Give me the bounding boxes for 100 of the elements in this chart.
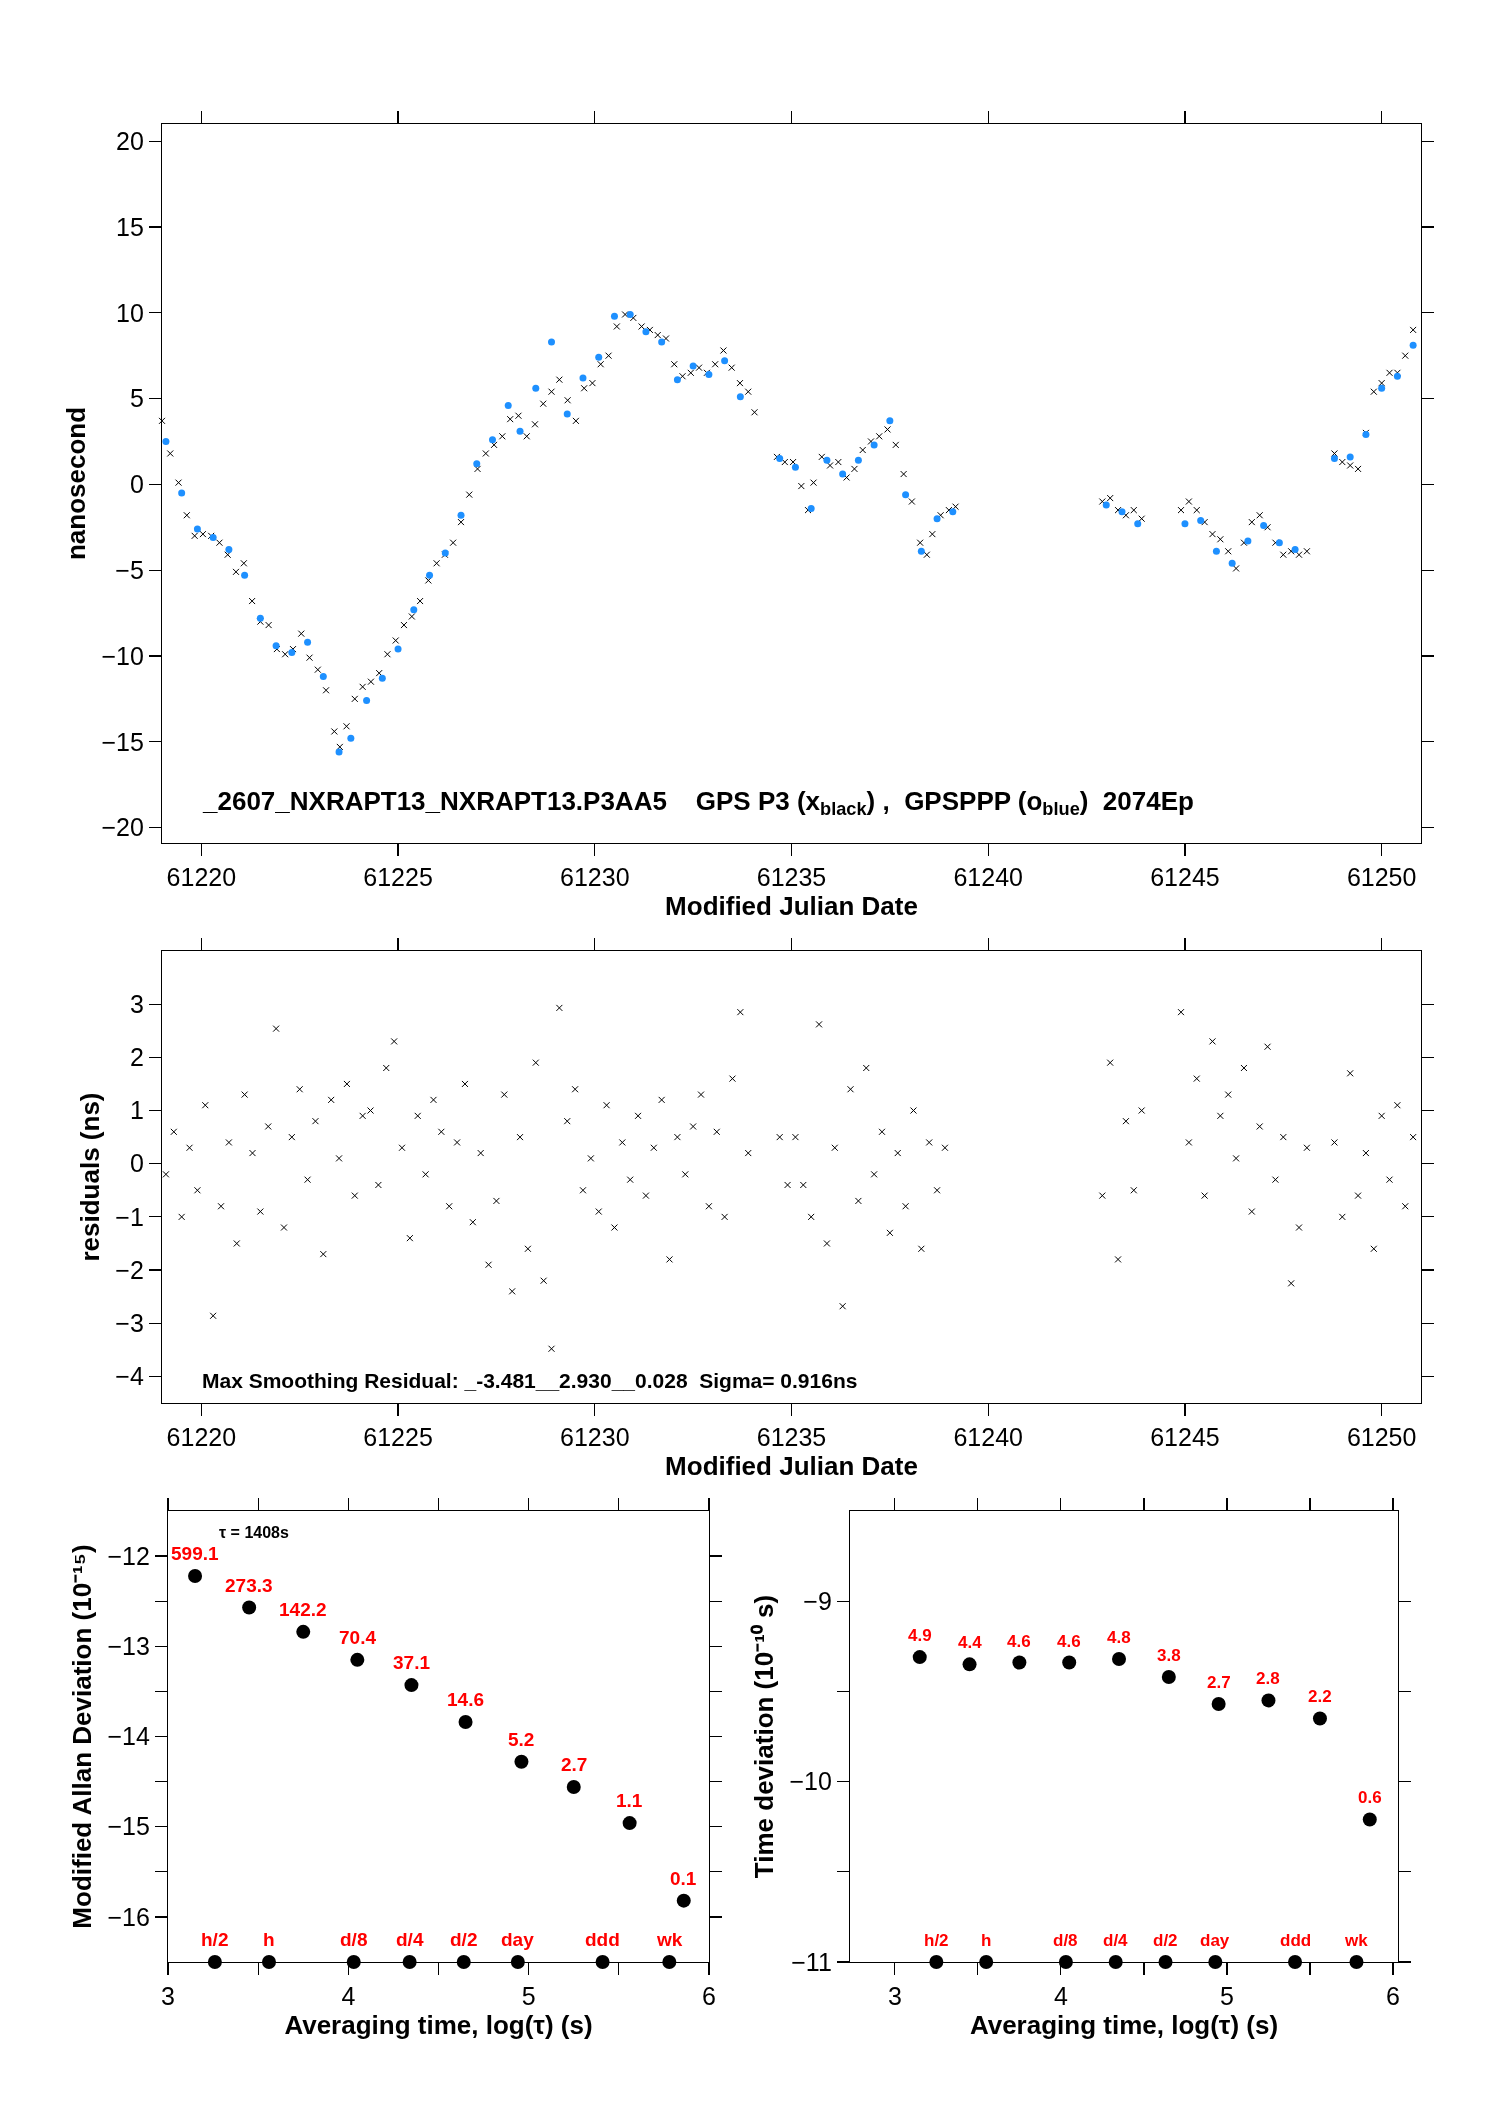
x-tick-label: 61220 [166, 863, 237, 892]
annotation: h/2 [201, 1929, 229, 1950]
point [929, 1955, 944, 1969]
x-tick-label: 61250 [1346, 863, 1417, 892]
x-tick-label: 61245 [1150, 863, 1220, 892]
x-tick-label: 61230 [560, 1423, 630, 1452]
y-tick-label: −9 [803, 1586, 832, 1615]
annotation: 4.9 [908, 1626, 932, 1645]
annotation: wk [1344, 1931, 1369, 1950]
point [662, 1955, 677, 1969]
point [404, 1678, 419, 1693]
y-tick-label: −10 [789, 1767, 832, 1796]
y-tick-label: −11 [791, 1947, 832, 1976]
y-tick-label: −13 [107, 1632, 150, 1661]
annotation: 5.2 [508, 1729, 535, 1750]
annotation: 4.4 [958, 1633, 983, 1652]
y-axis-title: residuals (ns) [74, 1092, 105, 1262]
annotation: 2.8 [1256, 1669, 1280, 1688]
x-tick-label: 61235 [756, 863, 827, 892]
annotation: d/8 [1053, 1931, 1078, 1950]
x-tick-label: 5 [521, 1982, 536, 2011]
point [350, 1652, 365, 1667]
y-tick-label: −14 [107, 1722, 150, 1751]
y-tick-label: 15 [115, 212, 144, 241]
point [676, 1893, 691, 1908]
y-tick-label: 0 [129, 1149, 144, 1178]
x-tick-label: 61225 [363, 1423, 433, 1452]
x-axis-title: Modified Julian Date [665, 1451, 918, 1482]
point [456, 1955, 471, 1969]
y-tick-label: −20 [101, 813, 144, 842]
annotation: Max Smoothing Residual: _-3.481__2.930__0.028 Sigma= 0.916ns [202, 1369, 858, 1392]
x-axis-title: Averaging time, log(τ) (s) [284, 2010, 593, 2041]
annotation: h [981, 1931, 992, 1950]
y-tick-label: 5 [129, 384, 144, 413]
y-tick-label: −4 [115, 1362, 144, 1391]
point [1261, 1693, 1276, 1708]
annotation: 4.6 [1007, 1632, 1031, 1651]
annotation: 599.1 [171, 1543, 219, 1564]
x-tick-label: 6 [1386, 1982, 1400, 2011]
point [912, 1650, 927, 1665]
annotation: d/2 [450, 1929, 478, 1950]
y-tick-label: −16 [107, 1902, 150, 1931]
x-tick-label: 61225 [363, 863, 433, 892]
annotation: _2607_NXRAPT13_NXRAPT13.P3AA5 GPS P3 (x$_{black}$) , GPSPPP (o$_{blue}$) 2074Ep [202, 786, 1194, 820]
point [402, 1955, 417, 1969]
annotation: 37.1 [393, 1652, 431, 1673]
point [1112, 1651, 1127, 1666]
y-tick-label: 2 [129, 1043, 144, 1072]
y-tick-label: 1 [129, 1096, 144, 1125]
x-axis-title: Averaging time, log(τ) (s) [969, 2010, 1279, 2041]
point [566, 1780, 581, 1794]
point [296, 1624, 311, 1639]
annotation: wk [656, 1929, 683, 1950]
point [1312, 1711, 1327, 1726]
point [979, 1955, 994, 1969]
annotation: d/8 [340, 1929, 368, 1950]
point [207, 1955, 222, 1969]
annotation: 2.2 [1308, 1687, 1332, 1706]
annotation: 0.1 [670, 1868, 697, 1889]
point [188, 1568, 203, 1583]
point [1208, 1955, 1223, 1969]
annotation: 3.8 [1157, 1646, 1181, 1665]
annotation: 14.6 [447, 1689, 484, 1710]
y-tick-label: −10 [101, 641, 144, 670]
annotation: 4.8 [1107, 1628, 1131, 1647]
point [595, 1955, 610, 1969]
annotation: 70.4 [339, 1627, 377, 1648]
y-tick-label: −3 [115, 1308, 144, 1337]
annotation: d/4 [1103, 1931, 1129, 1950]
x-tick-label: 61235 [756, 1423, 827, 1452]
x-tick-label: 61250 [1346, 1423, 1417, 1452]
y-axis-title: Time deviation (10⁻¹⁰ s) [748, 1594, 779, 1879]
y-tick-label: −1 [115, 1202, 144, 1231]
annotation: day [1200, 1931, 1230, 1950]
y-tick-label: −15 [101, 727, 144, 756]
x-tick-label: 3 [887, 1982, 902, 2011]
y-tick-label: 3 [129, 989, 144, 1018]
point [1288, 1955, 1303, 1969]
point [1012, 1655, 1027, 1670]
point [242, 1600, 257, 1615]
point [514, 1754, 529, 1769]
point [1062, 1655, 1077, 1670]
point [1161, 1669, 1176, 1684]
annotation: τ = 1408s [219, 1524, 289, 1541]
x-axis-title: Modified Julian Date [665, 891, 918, 922]
x-tick-label: 61220 [166, 1423, 237, 1452]
y-tick-label: 0 [129, 470, 144, 499]
annotation: 2.7 [561, 1754, 588, 1775]
y-tick-label: −2 [115, 1255, 144, 1284]
annotation: 4.6 [1057, 1632, 1081, 1651]
point [1362, 1812, 1377, 1827]
x-tick-label: 5 [1220, 1982, 1234, 2011]
x-tick-label: 4 [341, 1982, 356, 2011]
x-tick-label: 61240 [953, 1423, 1023, 1452]
point [510, 1955, 525, 1969]
point [962, 1657, 977, 1672]
x-tick-label: 61245 [1150, 1423, 1220, 1452]
y-axis-title: nanosecond [60, 406, 91, 561]
x-tick-label: 6 [702, 1982, 716, 2011]
annotation: day [501, 1929, 535, 1950]
